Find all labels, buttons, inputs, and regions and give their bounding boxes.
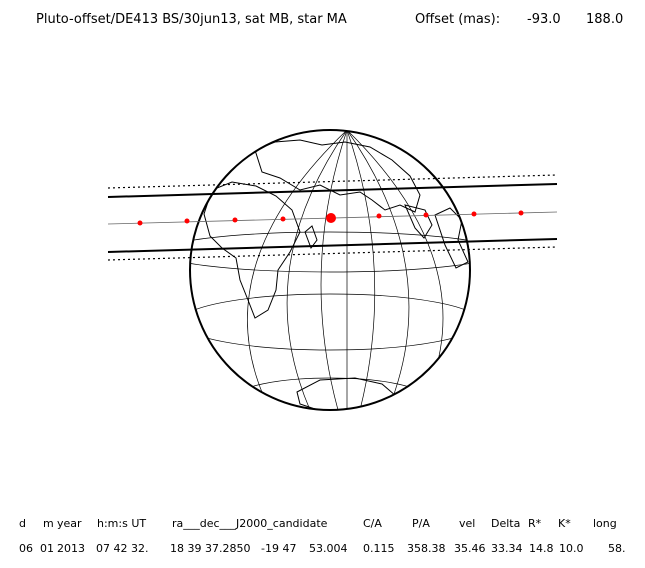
- rstar-value: 14.8: [529, 542, 554, 555]
- col-pa-header: P/A: [412, 517, 430, 530]
- time-marker-dot: [232, 217, 238, 223]
- south-limit-solid: [107, 238, 558, 253]
- time-value: 07 42 32.: [96, 542, 149, 555]
- col-day-header: d: [19, 517, 26, 530]
- offset-x-value: -93.0: [527, 12, 561, 27]
- ca-value: 0.115: [363, 542, 395, 555]
- earth-disk: [189, 129, 471, 411]
- time-marker-dot: [376, 213, 382, 219]
- col-year-header: year: [57, 517, 82, 530]
- month-value: 01: [40, 542, 54, 555]
- kstar-value: 10.0: [559, 542, 584, 555]
- col-month-header: m: [43, 517, 54, 530]
- pa-value: 358.38: [407, 542, 446, 555]
- latitude-line: [190, 293, 470, 351]
- col-ca-header: C/A: [363, 517, 382, 530]
- time-marker-dot: [184, 218, 190, 224]
- ra-value: 18 39 37.2850: [170, 542, 251, 555]
- col-kstar-header: K*: [558, 517, 571, 530]
- col-delta-header: Delta: [491, 517, 521, 530]
- title-bar: Pluto-offset/DE413 BS/30jun13, sat MB, s…: [0, 12, 645, 32]
- delta-value: 33.34: [491, 542, 523, 555]
- day-value: 06: [19, 542, 33, 555]
- time-marker-dot: [423, 212, 429, 218]
- north-limit-solid: [107, 183, 558, 198]
- latitude-line: [190, 231, 470, 273]
- offset-label: Offset (mas):: [415, 12, 501, 27]
- meridian-line: [286, 130, 348, 410]
- time-marker-dot: [471, 211, 477, 217]
- dec-sec-value: 53.004: [309, 542, 348, 555]
- col-rstar-header: R*: [528, 517, 542, 530]
- madagascar-coast: [304, 225, 318, 250]
- india-coast: [404, 204, 433, 239]
- long-value: 58.: [608, 542, 626, 555]
- graticule: [190, 130, 470, 410]
- latitude-line: [234, 377, 426, 410]
- col-vel-header: vel: [459, 517, 476, 530]
- offset-y-value: 188.0: [586, 12, 624, 27]
- meridian-line: [346, 130, 410, 410]
- eurasia-coast: [254, 139, 421, 213]
- plot-title: Pluto-offset/DE413 BS/30jun13, sat MB, s…: [36, 12, 347, 27]
- dec-value: -19 47: [261, 542, 297, 555]
- meridian-line: [346, 130, 376, 410]
- time-marker-dot: [137, 220, 143, 226]
- time-marker-dot: [280, 216, 286, 222]
- year-value: 2013: [57, 542, 85, 555]
- antarctica-coast: [296, 377, 397, 410]
- meridian-line: [320, 130, 348, 410]
- time-marker-dot: [518, 210, 524, 216]
- col-long-header: long: [593, 517, 617, 530]
- col-time-header: h:m:s UT: [97, 517, 147, 530]
- meridian-line: [247, 130, 348, 410]
- time-markers: [137, 210, 524, 226]
- col-radec-header: ra___dec___J2000_candidate: [172, 517, 328, 530]
- africa-coast: [203, 181, 301, 319]
- coastlines: [203, 139, 469, 410]
- south-limit-dotted: [107, 246, 558, 261]
- southeast-asia-coast: [434, 207, 469, 269]
- closest-approach-dot: [326, 213, 336, 223]
- vel-value: 35.46: [454, 542, 486, 555]
